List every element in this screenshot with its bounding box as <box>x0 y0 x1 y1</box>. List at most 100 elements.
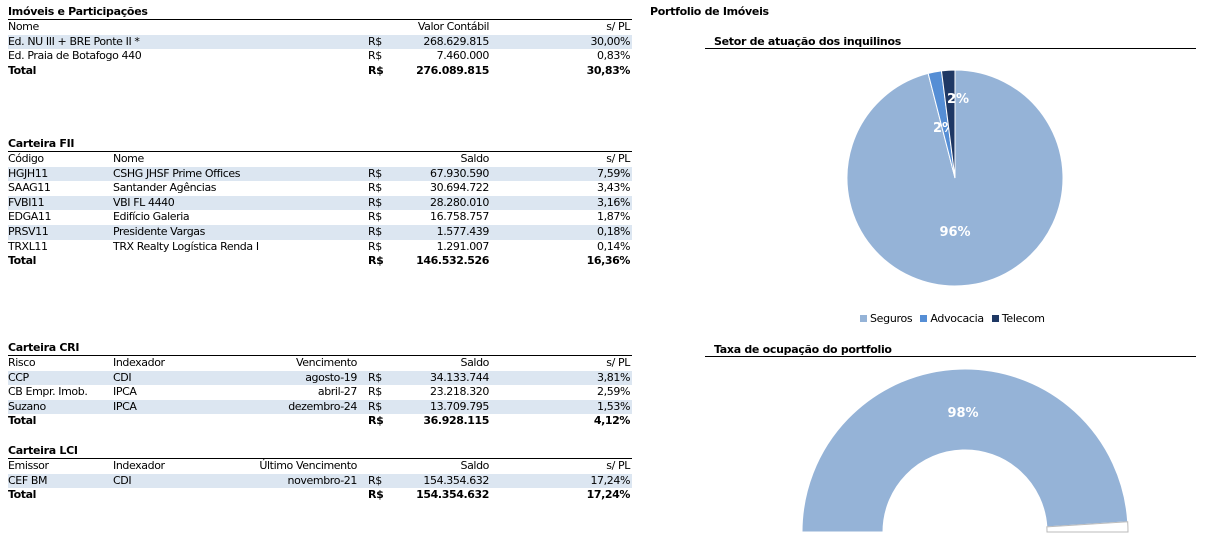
fii-table: Carteira FII Código Nome Saldo s/ PL HGJH11… <box>8 137 632 269</box>
section-title: Carteira CRI <box>8 341 632 356</box>
pie-label: 96% <box>939 225 970 240</box>
cell-cur: R$ <box>368 166 382 180</box>
cell-saldo: 16.758.757 <box>430 210 489 224</box>
chart-title-setor: Setor de atuação dos inquilinos <box>705 34 1196 49</box>
cell-pl: 30,00% <box>590 34 630 48</box>
cell-pl: 0,14% <box>597 239 630 253</box>
cell-saldo: 34.133.744 <box>430 370 489 384</box>
cell-currency: R$ <box>368 34 382 48</box>
cell-indexador: CDI <box>113 370 132 384</box>
cell-nome: Santander Agências <box>113 181 217 195</box>
cell-codigo: SAAG11 <box>8 181 51 195</box>
section-title: Carteira FII <box>8 137 632 152</box>
cell-cur: R$ <box>368 195 382 209</box>
header-codigo: Código <box>8 152 44 165</box>
header-pl: s/ PL <box>606 356 630 369</box>
table-row: Ed. Praia de Botafogo 440 R$ 7.460.000 0,83… <box>8 49 632 64</box>
header-nome: Nome <box>8 20 39 33</box>
total-saldo: 146.532.526 <box>416 254 489 268</box>
cell-cur: R$ <box>368 239 382 253</box>
cell-codigo: TRXL11 <box>8 239 48 253</box>
section-title: Imóveis e Participações <box>8 5 632 20</box>
cell-nome: Presidente Vargas <box>113 224 205 238</box>
header-risco: Risco <box>8 356 36 369</box>
header-vencimento: Último Vencimento <box>259 459 357 472</box>
cell-vencimento: agosto-19 <box>305 370 357 384</box>
cell-pl: 17,24% <box>590 473 630 487</box>
total-row: Total R$ 154.354.632 17,24% <box>8 488 632 503</box>
cell-indexador: IPCA <box>113 399 137 413</box>
cell-valor: 268.629.815 <box>423 34 489 48</box>
total-label: Total <box>8 488 37 502</box>
donut-segment-vago <box>1046 521 1129 533</box>
cell-pl: 3,81% <box>597 370 630 384</box>
header-valor: Valor Contábil <box>417 20 490 33</box>
section-title: Carteira LCI <box>8 444 632 459</box>
cell-emissor: CEF BM <box>8 473 48 487</box>
cell-cur: R$ <box>368 210 382 224</box>
cell-risco: CB Empr. Imob. <box>8 385 88 399</box>
header-pl: s/ PL <box>606 459 630 472</box>
total-label: Total <box>8 254 37 268</box>
cell-currency: R$ <box>368 63 384 77</box>
header-nome: Nome <box>113 152 144 165</box>
cell-cur: R$ <box>368 370 382 384</box>
cell-cur: R$ <box>368 181 382 195</box>
cell-cur: R$ <box>368 473 382 487</box>
legend-item: Seguros <box>860 312 913 325</box>
cell-saldo: 1.577.439 <box>436 224 490 238</box>
cell-currency: R$ <box>368 49 382 63</box>
cell-pl: 2,59% <box>597 385 630 399</box>
cell-vencimento: novembro-21 <box>287 473 358 487</box>
table-row: TRXL11 TRX Realty Logística Renda I R$ 1.29… <box>8 240 632 255</box>
legend-label: Seguros <box>870 312 913 325</box>
legend-label: Advocacia <box>930 312 984 325</box>
total-label: Total <box>8 63 37 77</box>
cell-indexador: IPCA <box>113 385 137 399</box>
table-row: Ed. NU III + BRE Ponte II * R$ 268.629.815… <box>8 34 632 50</box>
cell-vencimento: dezembro-24 <box>288 399 357 413</box>
header-pl: s/ PL <box>606 152 630 165</box>
pie-label: 2% <box>947 92 969 107</box>
total-row: Total R$ 146.532.526 16,36% <box>8 254 632 269</box>
cell-nome: VBI FL 4440 <box>113 195 175 209</box>
table-row: SAAG11 Santander Agências R$ 30.694.722 3,43… <box>8 181 632 196</box>
cell-pl: 3,16% <box>597 195 630 209</box>
table-row: FVBI11 VBI FL 4440 R$ 28.280.010 3,16% <box>8 195 632 211</box>
header-saldo: Saldo <box>460 459 490 472</box>
cell-currency: R$ <box>368 488 384 502</box>
cri-table: Carteira CRI Risco Indexador Vencimento Sal… <box>8 341 632 429</box>
cell-saldo: 30.694.722 <box>430 181 489 195</box>
header-saldo: Saldo <box>460 356 490 369</box>
header-saldo: Saldo <box>460 152 490 165</box>
pie-slice-telecom <box>940 69 956 179</box>
legend-item: Telecom <box>991 312 1045 325</box>
cell-indexador: CDI <box>113 473 132 487</box>
cell-pl: 0,83% <box>597 49 630 63</box>
total-valor: 276.089.815 <box>416 63 489 77</box>
chart-title-ocupacao: Taxa de ocupação do portfolio <box>705 342 1196 357</box>
legend-swatch <box>920 315 928 322</box>
total-row: Total R$ 36.928.115 4,12% <box>8 414 632 429</box>
header-pl: s/ PL <box>606 20 630 33</box>
cell-saldo: 28.280.010 <box>430 195 489 209</box>
cell-pl: 7,59% <box>597 166 630 180</box>
total-pl: 17,24% <box>586 488 631 502</box>
donut-label: 98% <box>947 406 978 421</box>
cell-risco: CCP <box>8 370 29 384</box>
header-vencimento: Vencimento <box>295 356 357 369</box>
cell-risco: Suzano <box>8 399 46 413</box>
portfolio-title: Portfolio de Imóveis <box>650 5 769 18</box>
cell-currency: R$ <box>368 254 384 268</box>
header-indexador: Indexador <box>113 459 165 472</box>
table-row: EDGA11 Edifício Galeria R$ 16.758.757 1,87% <box>8 210 632 225</box>
legend-label: Telecom <box>1001 312 1045 325</box>
cell-saldo: 23.218.320 <box>430 385 489 399</box>
total-pl: 4,12% <box>593 414 631 428</box>
cell-saldo: 13.709.795 <box>430 399 489 413</box>
table-row: PRSV11 Presidente Vargas R$ 1.577.439 0,18% <box>8 224 632 240</box>
cell-cur: R$ <box>368 399 382 413</box>
table-row: HGJH11 CSHG JHSF Prime Offices R$ 67.930.59… <box>8 166 632 182</box>
cell-cur: R$ <box>368 385 382 399</box>
